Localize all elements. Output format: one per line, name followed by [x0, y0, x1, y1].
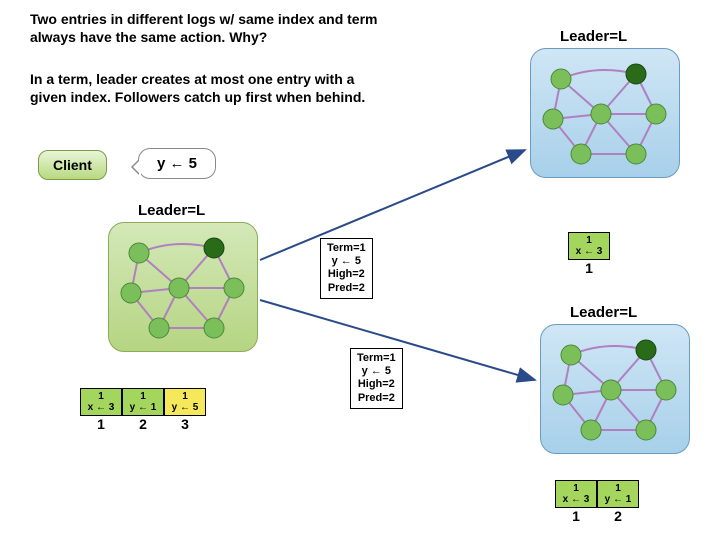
index-cell: 3	[164, 416, 206, 432]
log-cell: 1x ← 3	[555, 480, 597, 508]
msg-line: High=2	[327, 268, 366, 281]
answer-text: In a term, leader creates at most one en…	[30, 70, 390, 106]
idx-a: 123	[80, 416, 206, 432]
idx-c: 12	[555, 508, 639, 524]
log-cell: 1x ← 3	[80, 388, 122, 416]
index-cell: 1	[80, 416, 122, 432]
msg-box-1: Term=1 y ← 5 High=2 Pred=2	[320, 238, 373, 299]
msg-line: Pred=2	[327, 282, 366, 295]
index-cell: 1	[568, 260, 610, 276]
index-cell: 2	[122, 416, 164, 432]
log-cell: 1y ← 1	[122, 388, 164, 416]
question-text: Two entries in different logs w/ same in…	[30, 10, 390, 46]
msg-line: High=2	[357, 378, 396, 391]
network-graph	[551, 335, 681, 445]
cluster-bottom	[540, 324, 690, 454]
network-graph	[119, 233, 249, 343]
log-a: 1x ← 31y ← 11y ← 5	[80, 388, 206, 416]
log-cell: 1y ← 5	[164, 388, 206, 416]
client-box: Client	[38, 150, 107, 180]
idx-b: 1	[568, 260, 610, 276]
msg-line: y ← 5	[357, 365, 396, 378]
log-cell: 1x ← 3	[568, 232, 610, 260]
network-graph	[541, 59, 671, 169]
msg-line: Term=1	[327, 242, 366, 255]
msg-line: Pred=2	[357, 392, 396, 405]
leader-label-top: Leader=L	[560, 28, 627, 45]
log-cell: 1y ← 1	[597, 480, 639, 508]
log-b: 1x ← 3	[568, 232, 610, 260]
leader-label-bot: Leader=L	[570, 304, 637, 321]
msg-line: Term=1	[357, 352, 396, 365]
msg-box-2: Term=1 y ← 5 High=2 Pred=2	[350, 348, 403, 409]
index-cell: 1	[555, 508, 597, 524]
speech-bubble: y ← 5	[138, 148, 216, 179]
log-c: 1x ← 31y ← 1	[555, 480, 639, 508]
leader-label-mid: Leader=L	[138, 202, 205, 219]
cluster-top	[530, 48, 680, 178]
msg-line: y ← 5	[327, 255, 366, 268]
index-cell: 2	[597, 508, 639, 524]
cluster-left	[108, 222, 258, 352]
